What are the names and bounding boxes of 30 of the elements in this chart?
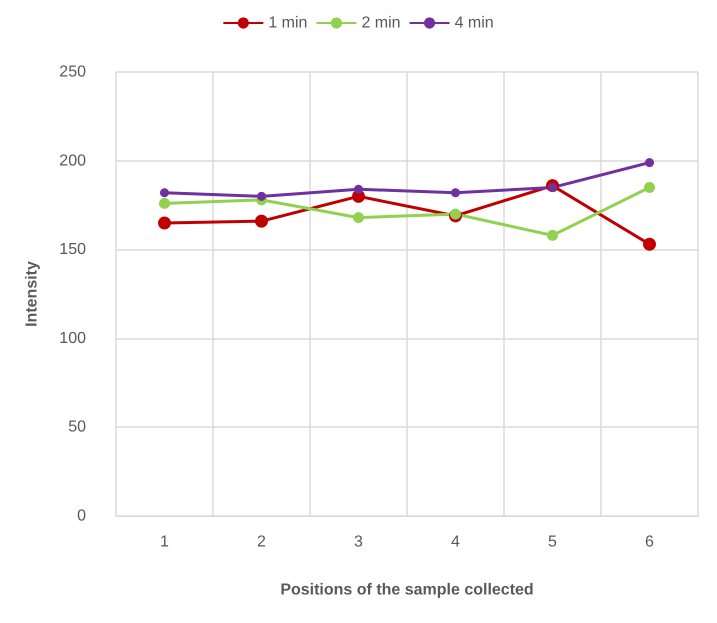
- y-tick-label: 200: [59, 152, 86, 170]
- point: [158, 216, 171, 230]
- x-tick-label: 4: [451, 534, 460, 550]
- x-tick-label: 6: [645, 534, 654, 550]
- point: [451, 188, 460, 198]
- point: [645, 158, 654, 168]
- y-tick-label: 150: [59, 241, 86, 258]
- legend-label: 2 min: [361, 14, 401, 32]
- point: [547, 230, 558, 241]
- legend-label: 1 min: [268, 14, 308, 32]
- x-tick-label: 3: [354, 534, 364, 550]
- y-axis-title: Intensity: [24, 261, 40, 327]
- y-tick-label: 250: [59, 64, 86, 80]
- x-tick-label: 2: [257, 534, 266, 550]
- x-axis-title: Positions of the sample collected: [280, 582, 534, 598]
- point: [450, 208, 461, 220]
- point: [644, 182, 655, 193]
- y-tick-label: 50: [68, 418, 86, 436]
- point: [255, 214, 268, 228]
- x-tick-label: 1: [160, 534, 170, 550]
- point: [159, 198, 170, 209]
- point: [160, 188, 169, 198]
- point: [353, 212, 364, 224]
- point: [257, 192, 266, 201]
- legend-label: 4 min: [454, 14, 494, 32]
- x-tick-label: 5: [548, 534, 558, 550]
- y-tick-label: 100: [59, 330, 86, 347]
- point: [643, 238, 656, 251]
- y-tick-label: 0: [77, 508, 86, 524]
- point: [354, 184, 363, 194]
